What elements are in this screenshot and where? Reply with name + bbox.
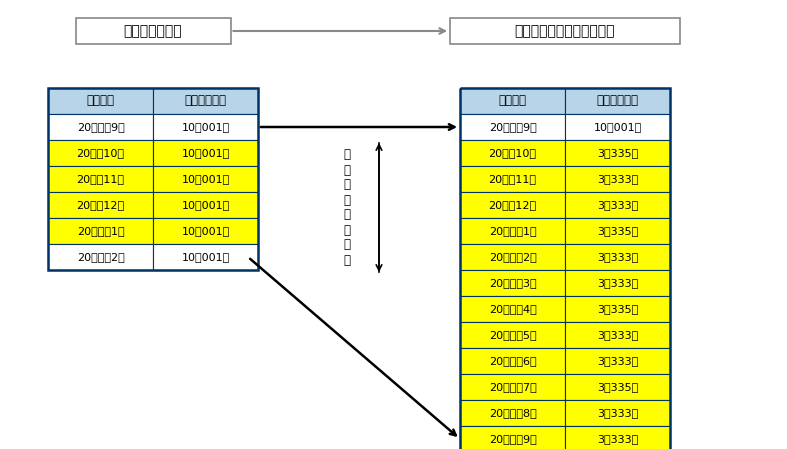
- Text: 20＊＊　9月: 20＊＊ 9月: [489, 122, 537, 132]
- Text: 当初の返還計画: 当初の返還計画: [124, 24, 183, 38]
- Bar: [460, 348, 565, 374]
- Text: 3，333円: 3，333円: [597, 252, 638, 262]
- Text: 20＊＊　8月: 20＊＊ 8月: [489, 408, 537, 418]
- Text: 3，333円: 3，333円: [597, 408, 638, 418]
- Bar: [460, 400, 565, 426]
- Text: 20＊＊　9月: 20＊＊ 9月: [489, 434, 537, 444]
- Text: 支払割賦金額: 支払割賦金額: [184, 94, 227, 107]
- Text: 3，335円: 3，335円: [597, 226, 638, 236]
- Bar: [48, 114, 153, 140]
- Text: 10，001円: 10，001円: [181, 148, 230, 158]
- Text: 10，001円: 10，001円: [593, 122, 641, 132]
- Text: 20＊＊　4月: 20＊＊ 4月: [489, 304, 537, 314]
- Bar: [565, 348, 670, 374]
- Text: 10，001円: 10，001円: [181, 174, 230, 184]
- Text: 3，333円: 3，333円: [597, 174, 638, 184]
- Bar: [565, 166, 670, 192]
- Bar: [460, 296, 565, 322]
- Bar: [153, 88, 258, 114]
- Text: 返還期日: 返還期日: [87, 94, 114, 107]
- Bar: [565, 426, 670, 449]
- Bar: [565, 88, 670, 114]
- Text: 20＊＊　1月: 20＊＊ 1月: [489, 226, 536, 236]
- Bar: [460, 322, 565, 348]
- Text: 20＊＊10月: 20＊＊10月: [489, 148, 537, 158]
- Text: 20＊＊　6月: 20＊＊ 6月: [489, 356, 536, 366]
- Bar: [565, 244, 670, 270]
- Bar: [460, 218, 565, 244]
- Text: 3，335円: 3，335円: [597, 304, 638, 314]
- Bar: [153, 114, 258, 140]
- Text: 20＊＊　2月: 20＊＊ 2月: [76, 252, 124, 262]
- Bar: [153, 244, 258, 270]
- Bar: [460, 192, 565, 218]
- Text: 10，001円: 10，001円: [181, 122, 230, 132]
- Bar: [450, 18, 680, 44]
- Text: 20＊＊　1月: 20＊＊ 1月: [76, 226, 124, 236]
- Text: 減
額
返
還
適
用
期
間: 減 額 返 還 適 用 期 間: [343, 149, 350, 267]
- Bar: [460, 88, 670, 449]
- Text: 返還期日: 返還期日: [498, 94, 527, 107]
- Text: 支払割賦金額: 支払割賦金額: [597, 94, 638, 107]
- Text: 3，333円: 3，333円: [597, 356, 638, 366]
- Text: 3，333円: 3，333円: [597, 330, 638, 340]
- Bar: [565, 400, 670, 426]
- Bar: [460, 166, 565, 192]
- Bar: [565, 218, 670, 244]
- Text: 3，333円: 3，333円: [597, 278, 638, 288]
- Text: 20＊＊10月: 20＊＊10月: [76, 148, 124, 158]
- Text: 10，001円: 10，001円: [181, 200, 230, 210]
- Bar: [48, 244, 153, 270]
- Text: 20＊＊12月: 20＊＊12月: [76, 200, 124, 210]
- Bar: [460, 88, 565, 114]
- Bar: [153, 166, 258, 192]
- Bar: [565, 140, 670, 166]
- Text: 3，333円: 3，333円: [597, 434, 638, 444]
- Text: 減額返還適用後の返還計画: 減額返還適用後の返還計画: [515, 24, 615, 38]
- Text: 20＊＊　2月: 20＊＊ 2月: [489, 252, 537, 262]
- Bar: [460, 270, 565, 296]
- Text: 20＊＊11月: 20＊＊11月: [76, 174, 124, 184]
- Bar: [460, 374, 565, 400]
- Text: 10，001円: 10，001円: [181, 226, 230, 236]
- Text: 3，333円: 3，333円: [597, 200, 638, 210]
- Text: 20＊＊　5月: 20＊＊ 5月: [489, 330, 536, 340]
- Bar: [48, 192, 153, 218]
- Text: 3，335円: 3，335円: [597, 148, 638, 158]
- Bar: [48, 140, 153, 166]
- Bar: [460, 426, 565, 449]
- Bar: [565, 270, 670, 296]
- Bar: [48, 88, 258, 270]
- Bar: [153, 218, 258, 244]
- Bar: [153, 140, 258, 166]
- Bar: [48, 88, 153, 114]
- Text: 20＊＊　3月: 20＊＊ 3月: [489, 278, 536, 288]
- Text: 20＊＊12月: 20＊＊12月: [489, 200, 537, 210]
- Bar: [565, 296, 670, 322]
- Text: 20＊＊　7月: 20＊＊ 7月: [489, 382, 537, 392]
- Bar: [48, 218, 153, 244]
- Text: 20＊＊11月: 20＊＊11月: [489, 174, 537, 184]
- Bar: [460, 244, 565, 270]
- Text: 20＊＊　9月: 20＊＊ 9月: [76, 122, 124, 132]
- Bar: [153, 192, 258, 218]
- Bar: [565, 114, 670, 140]
- Bar: [460, 140, 565, 166]
- Bar: [48, 166, 153, 192]
- Bar: [565, 192, 670, 218]
- Bar: [565, 374, 670, 400]
- Bar: [460, 114, 565, 140]
- Bar: [565, 322, 670, 348]
- Text: 10，001円: 10，001円: [181, 252, 230, 262]
- Text: 3，335円: 3，335円: [597, 382, 638, 392]
- Bar: [76, 18, 231, 44]
